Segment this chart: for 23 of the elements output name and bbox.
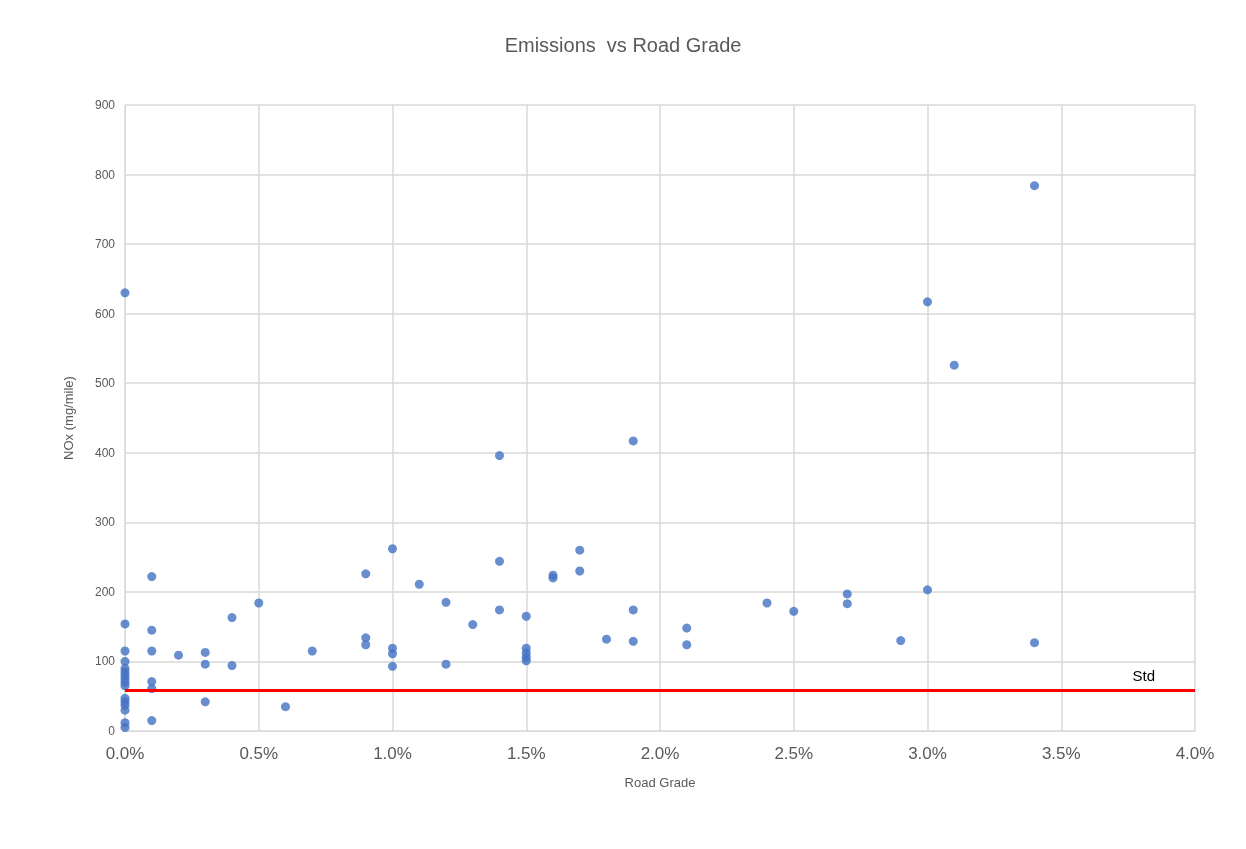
x-axis-title: Road Grade bbox=[624, 775, 696, 790]
y-tick-label: 700 bbox=[94, 237, 116, 252]
x-tick-label: 2.0% bbox=[640, 744, 680, 763]
y-tick-label: 300 bbox=[94, 515, 116, 530]
chart-title: Emissions vs Road Grade bbox=[504, 34, 742, 56]
y-tick-label: 600 bbox=[94, 306, 116, 321]
y-tick-label: 100 bbox=[94, 654, 116, 669]
x-tick-label: 3.0% bbox=[908, 744, 947, 763]
y-tick-label: 500 bbox=[94, 376, 116, 391]
ref-line-label: Std bbox=[1132, 666, 1155, 684]
y-tick-label: 200 bbox=[94, 584, 116, 599]
x-tick-label: 1.0% bbox=[373, 744, 412, 763]
x-tick-label: 4.0% bbox=[1175, 744, 1215, 763]
x-tick-label: 0.0% bbox=[105, 744, 145, 763]
y-tick-label: 400 bbox=[94, 445, 116, 460]
x-tick-label: 3.5% bbox=[1041, 744, 1081, 763]
x-tick-label: 1.5% bbox=[506, 744, 546, 763]
y-tick-label: 900 bbox=[94, 98, 116, 112]
y-tick-label: 800 bbox=[94, 167, 116, 182]
x-tick-label: 2.5% bbox=[774, 744, 814, 763]
x-tick-label: 0.5% bbox=[239, 744, 279, 763]
y-axis-title: NOx (mg/mile) bbox=[61, 376, 76, 460]
y-tick-label: 0 bbox=[108, 724, 116, 738]
